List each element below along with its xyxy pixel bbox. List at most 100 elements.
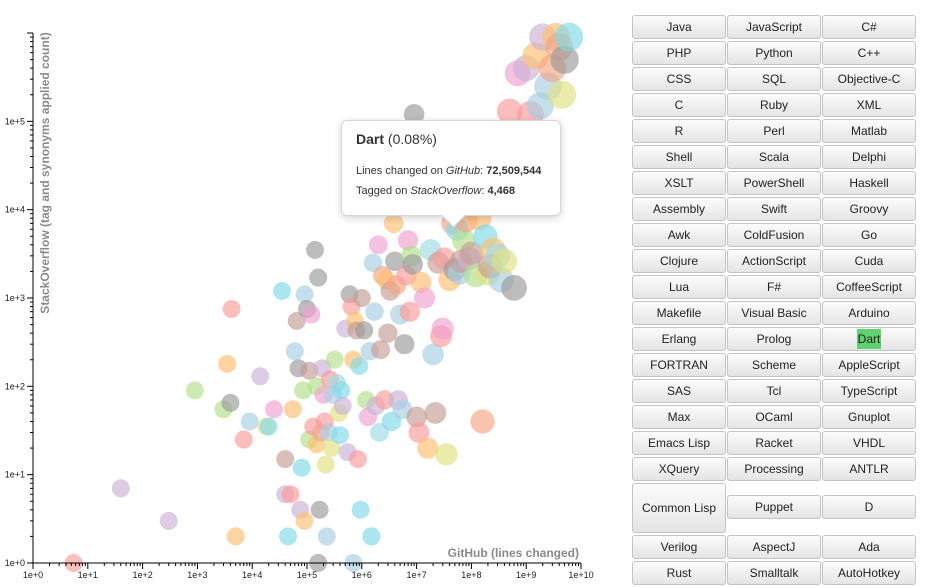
- lang-button-aspectj[interactable]: AspectJ: [727, 535, 821, 559]
- lang-button-java[interactable]: Java: [632, 15, 726, 39]
- lang-button-puppet[interactable]: Puppet: [727, 495, 821, 519]
- lang-button-assembly[interactable]: Assembly: [632, 197, 726, 221]
- data-point[interactable]: [374, 390, 395, 410]
- lang-button-smalltalk[interactable]: Smalltalk: [727, 561, 821, 585]
- lang-button-haskell[interactable]: Haskell: [822, 171, 916, 195]
- data-point[interactable]: [294, 381, 313, 400]
- data-point[interactable]: [550, 45, 579, 74]
- data-point[interactable]: [240, 412, 259, 431]
- lang-button-makefile[interactable]: Makefile: [632, 301, 726, 325]
- lang-button-php[interactable]: PHP: [632, 41, 726, 65]
- lang-button-delphi[interactable]: Delphi: [822, 145, 916, 169]
- data-point[interactable]: [435, 443, 458, 466]
- data-point[interactable]: [417, 437, 439, 459]
- data-point[interactable]: [281, 485, 300, 504]
- data-point[interactable]: [424, 402, 447, 424]
- lang-button-javascript[interactable]: JavaScript: [727, 15, 821, 39]
- data-point[interactable]: [459, 241, 484, 266]
- data-point[interactable]: [351, 500, 370, 519]
- data-point[interactable]: [355, 321, 374, 340]
- lang-button-ruby[interactable]: Ruby: [727, 93, 821, 117]
- lang-button-tcl[interactable]: Tcl: [727, 379, 821, 403]
- data-point[interactable]: [325, 350, 344, 369]
- lang-button-scala[interactable]: Scala: [727, 145, 821, 169]
- data-point[interactable]: [295, 285, 314, 304]
- lang-button-ocaml[interactable]: OCaml: [727, 405, 821, 429]
- data-point[interactable]: [332, 381, 351, 400]
- lang-button-xquery[interactable]: XQuery: [632, 457, 726, 481]
- lang-button-shell[interactable]: Shell: [632, 145, 726, 169]
- data-point[interactable]: [414, 287, 436, 309]
- data-point[interactable]: [309, 268, 328, 287]
- data-point[interactable]: [501, 275, 527, 301]
- lang-button-d[interactable]: D: [822, 495, 916, 519]
- data-point[interactable]: [222, 300, 241, 318]
- data-point[interactable]: [365, 302, 384, 322]
- lang-button-gnuplot[interactable]: Gnuplot: [822, 405, 916, 429]
- data-point[interactable]: [406, 406, 427, 428]
- data-point[interactable]: [111, 479, 130, 498]
- data-point[interactable]: [348, 450, 367, 469]
- lang-button-xslt[interactable]: XSLT: [632, 171, 726, 195]
- data-point[interactable]: [322, 439, 341, 458]
- data-point[interactable]: [350, 357, 369, 375]
- lang-button-common-lisp[interactable]: Common Lisp: [632, 483, 726, 533]
- data-point[interactable]: [221, 393, 240, 412]
- data-point[interactable]: [385, 251, 405, 272]
- data-point[interactable]: [402, 254, 424, 275]
- lang-button-f[interactable]: F#: [727, 275, 821, 299]
- data-point[interactable]: [383, 213, 404, 234]
- data-point[interactable]: [310, 500, 329, 519]
- lang-button-c[interactable]: C#: [822, 15, 916, 39]
- lang-button-applescript[interactable]: AppleScript: [822, 353, 916, 377]
- lang-button-verilog[interactable]: Verilog: [632, 535, 726, 559]
- lang-button-perl[interactable]: Perl: [727, 119, 821, 143]
- data-point[interactable]: [295, 511, 314, 530]
- lang-button-typescript[interactable]: TypeScript: [822, 379, 916, 403]
- lang-button-visual-basic[interactable]: Visual Basic: [727, 301, 821, 325]
- data-point[interactable]: [496, 98, 523, 125]
- data-point[interactable]: [283, 400, 302, 419]
- lang-button-processing[interactable]: Processing: [727, 457, 821, 481]
- data-point[interactable]: [368, 235, 388, 255]
- lang-button-rust[interactable]: Rust: [632, 561, 726, 585]
- lang-button-actionscript[interactable]: ActionScript: [727, 249, 821, 273]
- data-point[interactable]: [394, 334, 415, 355]
- lang-button-c[interactable]: C++: [822, 41, 916, 65]
- lang-button-racket[interactable]: Racket: [727, 431, 821, 455]
- lang-button-vhdl[interactable]: VHDL: [822, 431, 916, 455]
- data-point[interactable]: [251, 367, 270, 386]
- lang-button-swift[interactable]: Swift: [727, 197, 821, 221]
- data-point[interactable]: [316, 455, 335, 474]
- lang-button-cuda[interactable]: Cuda: [822, 249, 916, 273]
- data-point[interactable]: [470, 409, 495, 434]
- lang-button-ada[interactable]: Ada: [822, 535, 916, 559]
- data-point[interactable]: [234, 430, 253, 449]
- lang-button-coffeescript[interactable]: CoffeeScript: [822, 275, 916, 299]
- lang-button-objective-c[interactable]: Objective-C: [822, 67, 916, 91]
- data-point[interactable]: [218, 354, 237, 373]
- lang-button-c[interactable]: C: [632, 93, 726, 117]
- data-point[interactable]: [431, 317, 454, 340]
- lang-button-max[interactable]: Max: [632, 405, 726, 429]
- data-point[interactable]: [273, 282, 291, 300]
- lang-button-powershell[interactable]: PowerShell: [727, 171, 821, 195]
- data-point[interactable]: [226, 527, 245, 546]
- data-point[interactable]: [352, 289, 371, 307]
- data-point[interactable]: [292, 458, 311, 477]
- lang-button-xml[interactable]: XML: [822, 93, 916, 117]
- lang-button-prolog[interactable]: Prolog: [727, 327, 821, 351]
- data-point[interactable]: [422, 343, 444, 366]
- data-point[interactable]: [547, 80, 577, 109]
- lang-button-emacs-lisp[interactable]: Emacs Lisp: [632, 431, 726, 455]
- lang-button-awk[interactable]: Awk: [632, 223, 726, 247]
- lang-button-css[interactable]: CSS: [632, 67, 726, 91]
- lang-button-scheme[interactable]: Scheme: [727, 353, 821, 377]
- lang-button-groovy[interactable]: Groovy: [822, 197, 916, 221]
- data-point[interactable]: [317, 527, 336, 546]
- data-point[interactable]: [333, 396, 352, 415]
- data-point[interactable]: [306, 240, 324, 259]
- lang-button-lua[interactable]: Lua: [632, 275, 726, 299]
- data-point[interactable]: [302, 305, 321, 324]
- data-point[interactable]: [399, 301, 420, 322]
